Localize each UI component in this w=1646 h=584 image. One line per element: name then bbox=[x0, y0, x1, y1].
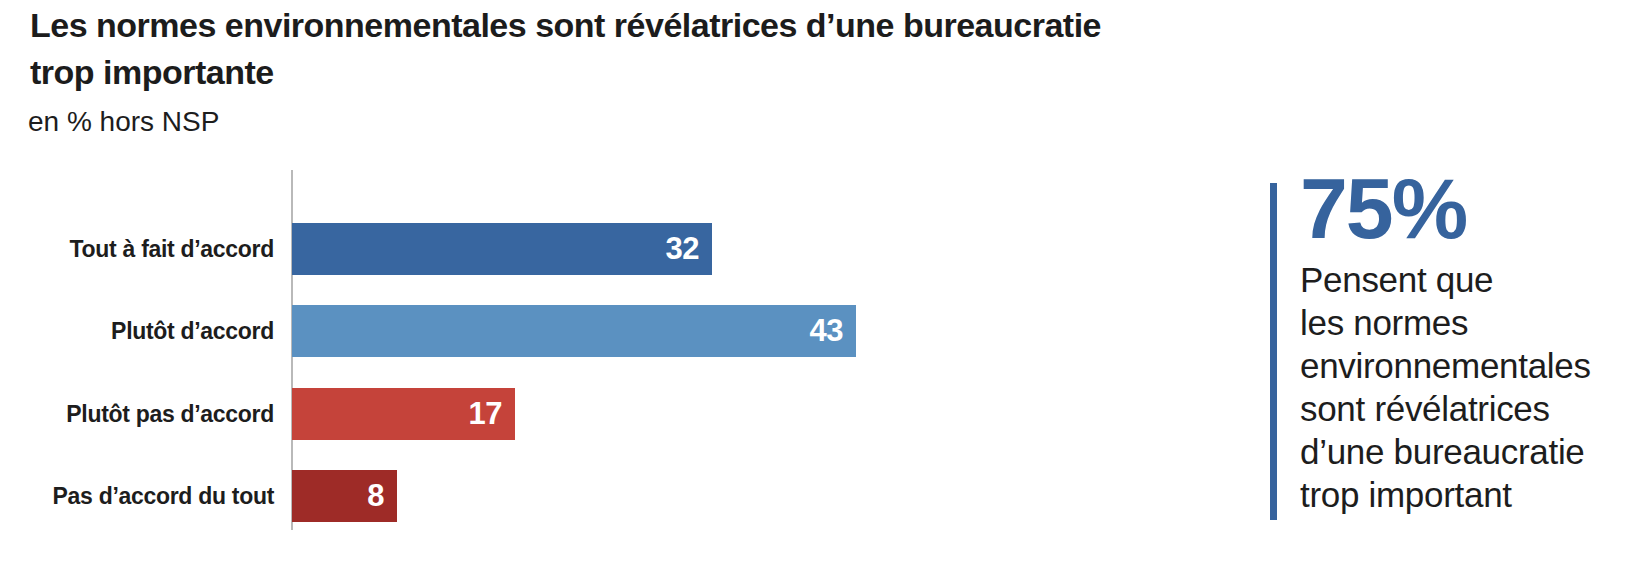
infographic-canvas: Les normes environnementales sont révéla… bbox=[0, 0, 1646, 584]
category-label: Pas d’accord du tout bbox=[30, 483, 292, 510]
bar: 43 bbox=[292, 305, 856, 357]
value-label: 17 bbox=[469, 396, 502, 432]
value-label: 32 bbox=[666, 231, 699, 267]
value-label: 43 bbox=[810, 313, 843, 349]
callout-accent-bar bbox=[1270, 183, 1277, 520]
callout-text: Pensent que les normes environnementales… bbox=[1300, 258, 1630, 516]
callout-text-line: environnementales bbox=[1300, 344, 1630, 387]
value-label: 8 bbox=[367, 478, 384, 514]
callout-text-line: trop important bbox=[1300, 473, 1630, 516]
bar-row: Pas d’accord du tout 8 bbox=[30, 470, 397, 522]
bar: 32 bbox=[292, 223, 712, 275]
callout: 75% Pensent que les normes environnement… bbox=[1300, 160, 1630, 516]
bar: 8 bbox=[292, 470, 397, 522]
bar-chart: Tout à fait d’accord32Plutôt d’accord43P… bbox=[30, 0, 1270, 584]
callout-text-line: d’une bureaucratie bbox=[1300, 430, 1630, 473]
callout-percentage: 75% bbox=[1300, 160, 1630, 256]
category-label: Plutôt d’accord bbox=[30, 318, 292, 345]
category-label: Tout à fait d’accord bbox=[30, 236, 292, 263]
callout-text-line: les normes bbox=[1300, 301, 1630, 344]
bar: 17 bbox=[292, 388, 515, 440]
bar-row: Plutôt pas d’accord 17 bbox=[30, 388, 515, 440]
bar-row: Plutôt d’accord 43 bbox=[30, 305, 856, 357]
bar-row: Tout à fait d’accord 32 bbox=[30, 223, 712, 275]
callout-text-line: Pensent que bbox=[1300, 258, 1630, 301]
category-label: Plutôt pas d’accord bbox=[30, 401, 292, 428]
callout-text-line: sont révélatrices bbox=[1300, 387, 1630, 430]
